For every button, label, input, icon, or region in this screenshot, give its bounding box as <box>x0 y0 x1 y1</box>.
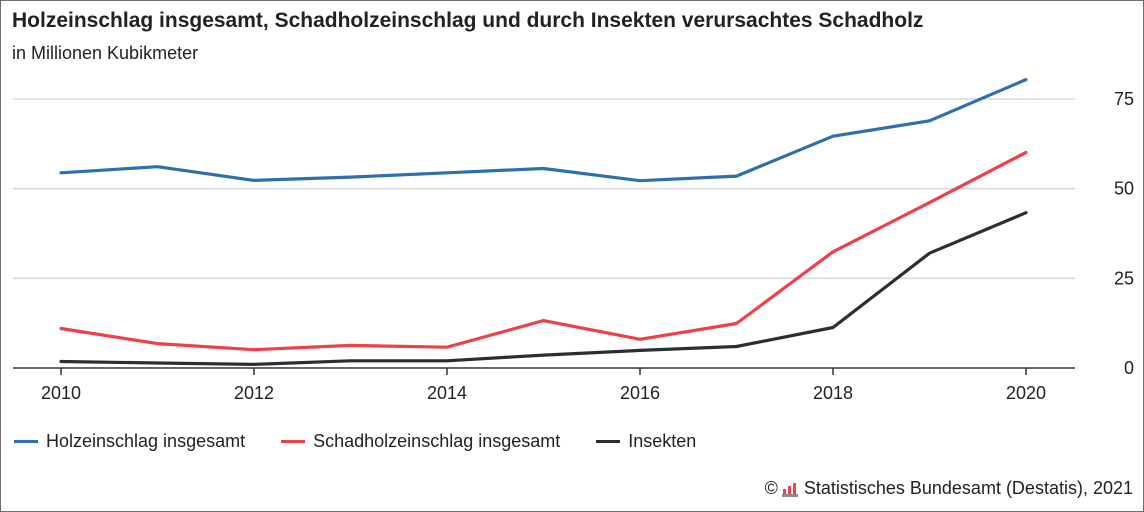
y-tick-label: 50 <box>1114 179 1134 199</box>
series-line-2 <box>59 150 1028 352</box>
line-chart: 2010 2012 2014 2016 2018 2020 0 25 50 75 <box>13 77 1134 403</box>
x-axis: 2010 2012 2014 2016 2018 2020 <box>13 367 1075 403</box>
source-credit: © Statistisches Bundesamt (Destatis), 20… <box>765 478 1133 499</box>
legend-swatch <box>14 440 38 443</box>
legend-item: Schadholzeinschlag insgesamt <box>281 431 560 452</box>
legend-swatch <box>281 440 306 443</box>
x-tick-label: 2016 <box>620 383 660 403</box>
y-tick-label: 25 <box>1114 268 1134 288</box>
x-tick-label: 2010 <box>41 383 81 403</box>
chart-subtitle: in Millionen Kubikmeter <box>12 43 199 63</box>
legend-label: Schadholzeinschlag insgesamt <box>313 431 561 451</box>
source-text: Statistisches Bundesamt (Destatis), 2021 <box>803 478 1133 498</box>
legend-item: Insekten <box>596 431 696 452</box>
series-line-1 <box>59 77 1028 183</box>
legend-swatch <box>596 440 621 443</box>
gridlines <box>13 98 1075 280</box>
legend-label: Insekten <box>628 431 697 451</box>
y-tick-label: 75 <box>1114 89 1134 109</box>
destatis-logo-icon <box>781 482 798 497</box>
legend-label: Holzeinschlag insgesamt <box>46 431 246 451</box>
series-lines <box>59 77 1028 366</box>
series-line-3 <box>59 211 1028 366</box>
legend-item: Holzeinschlag insgesamt <box>14 431 245 452</box>
x-tick-label: 2014 <box>427 383 467 403</box>
chart-title: Holzeinschlag insgesamt, Schadholzeinsch… <box>12 9 924 32</box>
y-tick-label: 0 <box>1124 358 1134 378</box>
y-axis-ticks: 0 25 50 75 <box>1114 89 1134 378</box>
x-tick-label: 2012 <box>234 383 274 403</box>
x-tick-label: 2020 <box>1006 383 1046 403</box>
x-tick-label: 2018 <box>813 383 853 403</box>
copyright-symbol: © <box>764 478 778 498</box>
legend: Holzeinschlag insgesamt Schadholzeinschla… <box>14 431 732 452</box>
